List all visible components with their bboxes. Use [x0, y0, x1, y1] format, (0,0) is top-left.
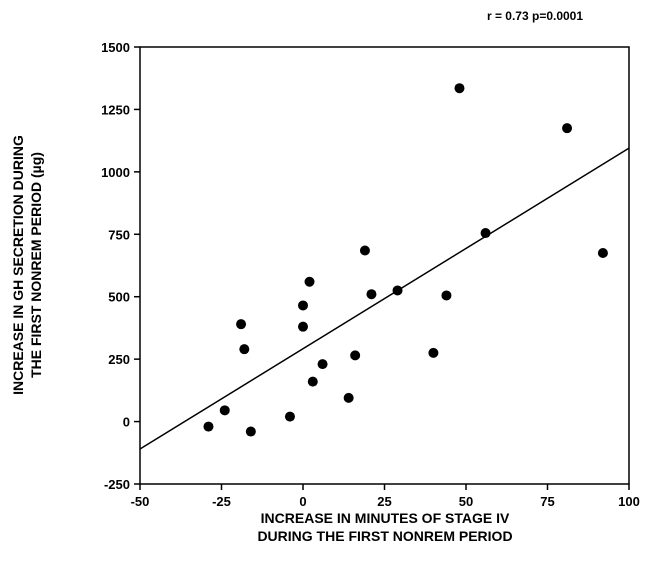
- data-point: [245, 426, 256, 437]
- data-point: [219, 405, 230, 416]
- y-axis: -250 0 250 500 750 1000 1250 1500: [101, 40, 140, 492]
- x-tick-label: 75: [540, 494, 554, 509]
- data-point: [480, 228, 491, 239]
- data-point: [298, 321, 308, 332]
- y-tick-label: -250: [104, 477, 130, 492]
- y-tick-label: 1250: [101, 102, 130, 117]
- y-axis-title-line-2: THE FIRST NONREM PERIOD (µg): [28, 152, 44, 378]
- x-axis-title-line-1: INCREASE IN MINUTES OF STAGE IV: [261, 510, 510, 526]
- data-point: [284, 411, 295, 422]
- data-point: [298, 300, 308, 311]
- x-tick-label: 25: [377, 494, 391, 509]
- data-point: [350, 350, 361, 361]
- plot-area-frame: [139, 46, 630, 485]
- data-point: [392, 285, 403, 296]
- data-point: [304, 276, 315, 287]
- data-point: [239, 344, 250, 355]
- data-point: [562, 123, 573, 134]
- x-axis: -50 -25 0 25 50 75 100: [131, 484, 640, 509]
- data-point: [343, 392, 354, 403]
- x-tick-label: 100: [618, 494, 640, 509]
- data-point: [454, 83, 465, 94]
- data-point: [597, 248, 608, 259]
- regression-line: [139, 147, 630, 450]
- data-point: [359, 245, 370, 256]
- data-point: [317, 359, 328, 370]
- x-axis-title-line-2: DURING THE FIRST NONREM PERIOD: [257, 528, 512, 544]
- y-tick-label: 500: [108, 290, 130, 305]
- data-point: [307, 376, 318, 387]
- data-point: [366, 289, 377, 300]
- y-tick-label: 750: [108, 227, 130, 242]
- y-tick-label: 0: [123, 415, 130, 430]
- x-tick-label: -50: [131, 494, 150, 509]
- x-tick-label: 0: [299, 494, 306, 509]
- correlation-annotation: r = 0.73 p=0.0001: [487, 9, 583, 23]
- data-points: [203, 83, 608, 437]
- y-axis-title-line-1: INCREASE IN GH SECRETION DURING: [10, 135, 26, 395]
- y-tick-label: 1500: [101, 40, 130, 55]
- data-point: [441, 290, 452, 301]
- x-tick-label: 50: [459, 494, 473, 509]
- y-tick-label: 1000: [101, 165, 130, 180]
- data-point: [428, 347, 439, 358]
- data-point: [236, 319, 247, 330]
- regression-line-group: [139, 147, 630, 450]
- x-tick-label: -25: [212, 494, 231, 509]
- data-point: [203, 421, 214, 432]
- y-tick-label: 250: [108, 352, 130, 367]
